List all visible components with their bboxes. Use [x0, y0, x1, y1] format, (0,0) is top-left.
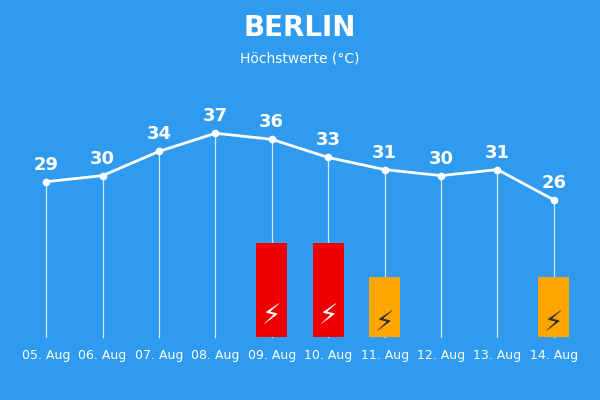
Text: 29: 29: [34, 156, 59, 174]
Bar: [369, 276, 400, 337]
Text: ⚡: ⚡: [319, 302, 338, 330]
Text: 37: 37: [203, 107, 228, 125]
Text: 31: 31: [485, 144, 510, 162]
Text: 31: 31: [372, 144, 397, 162]
Text: 30: 30: [90, 150, 115, 168]
Text: 13. Aug: 13. Aug: [473, 350, 521, 362]
Bar: [313, 243, 344, 337]
Text: 09. Aug: 09. Aug: [248, 350, 296, 362]
Text: 08. Aug: 08. Aug: [191, 350, 239, 362]
Text: 14. Aug: 14. Aug: [530, 350, 578, 362]
Text: Höchstwerte (°C): Höchstwerte (°C): [240, 51, 360, 65]
Bar: [256, 243, 287, 337]
Text: 33: 33: [316, 132, 341, 150]
Bar: [538, 276, 569, 337]
Text: ⚡: ⚡: [262, 302, 281, 330]
Text: 26: 26: [541, 174, 566, 192]
Text: 12. Aug: 12. Aug: [417, 350, 465, 362]
Text: 05. Aug: 05. Aug: [22, 350, 70, 362]
Text: ⚡: ⚡: [375, 310, 394, 338]
Text: 36: 36: [259, 113, 284, 131]
Text: 34: 34: [146, 125, 172, 143]
Text: ⚡: ⚡: [544, 310, 563, 338]
Text: 06. Aug: 06. Aug: [79, 350, 127, 362]
Text: 07. Aug: 07. Aug: [135, 350, 183, 362]
Text: 10. Aug: 10. Aug: [304, 350, 352, 362]
Text: 30: 30: [428, 150, 454, 168]
Text: 11. Aug: 11. Aug: [361, 350, 409, 362]
Text: BERLIN: BERLIN: [244, 14, 356, 42]
